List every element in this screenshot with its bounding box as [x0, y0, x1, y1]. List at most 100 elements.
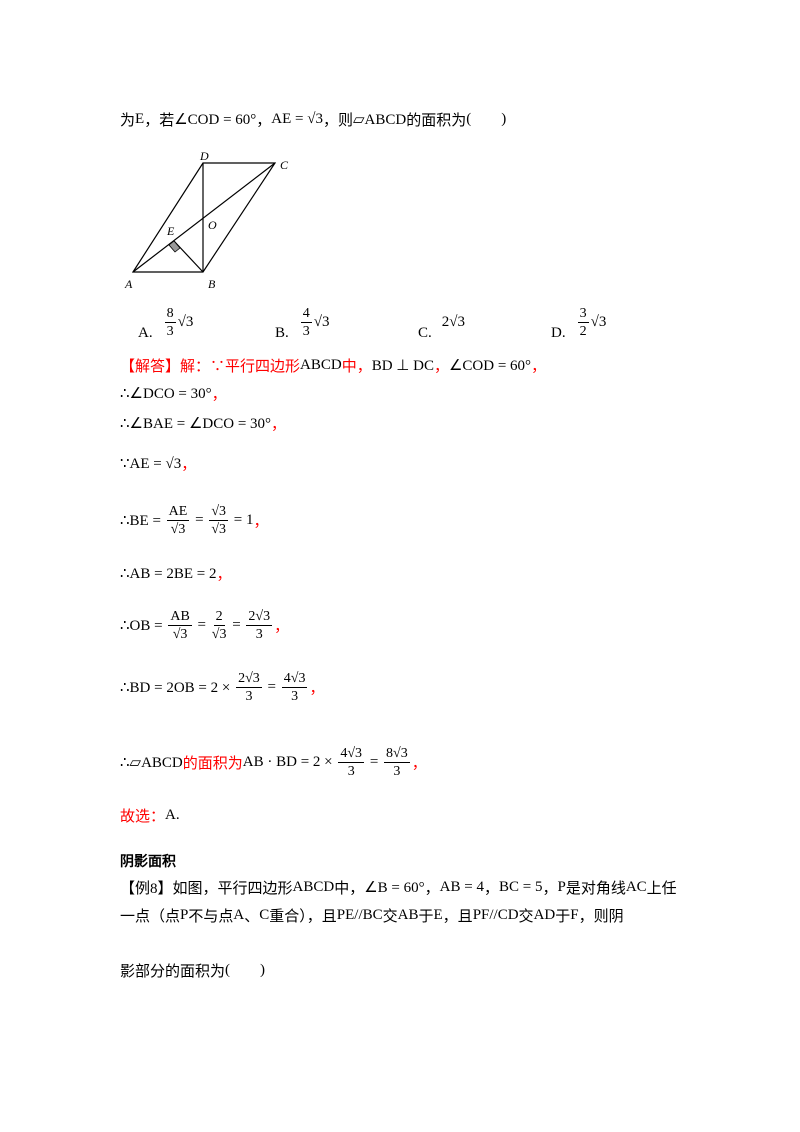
text-segment: 一点（点 [120, 908, 181, 925]
text-segment: 的面积为 [182, 755, 243, 772]
text-segment: 为 [120, 112, 136, 129]
fraction: 2 √3 [212, 608, 227, 643]
section-heading: 阴影面积 [120, 854, 176, 870]
text-segment: = [366, 753, 383, 770]
option-value: 8 3 √3 [163, 305, 194, 340]
text-segment: ABCD [300, 356, 342, 373]
text-segment: ， [542, 880, 558, 897]
fraction: 4√3 3 [281, 670, 308, 705]
text-segment: PE//BC [336, 906, 383, 923]
text-segment: BD ⊥ DC [371, 357, 434, 374]
diagonal-ac [132, 162, 276, 273]
text-segment: √3 [313, 313, 330, 330]
text-segment: ∴∠DCO = 30° [120, 385, 212, 402]
numerator: 2√3 [236, 670, 262, 688]
text-segment: ，且 [442, 908, 473, 925]
text-segment: ∴AB = 2BE = 2 [120, 565, 217, 582]
text-segment: AE = √3 [271, 110, 323, 127]
denominator: 3 [291, 688, 299, 704]
text-segment: ， [433, 358, 449, 375]
denominator: 2 [579, 323, 587, 339]
text-segment: ， [211, 386, 227, 403]
text-segment: ， [309, 680, 325, 697]
solution-line: ∵AE = √3， [120, 448, 196, 478]
text-segment: ∠COD = 60° [174, 111, 257, 128]
denominator: √3 [211, 521, 226, 537]
option: A. 8 3 √3 [138, 302, 193, 342]
numerator: 8√3 [384, 745, 410, 763]
text-segment: ∠COD = 60° [448, 357, 532, 374]
denominator: √3 [170, 521, 186, 537]
text-segment: ， [253, 513, 269, 530]
text-segment: F [570, 906, 579, 923]
solution-line: ∴AB = 2BE = 2， [120, 558, 231, 588]
text-segment: = [191, 511, 208, 528]
solution-line: ∴OB = AB √3 = 2 √3 = 2√3 3， [120, 608, 289, 643]
option-value: 4 3 √3 [299, 305, 330, 340]
text-segment: ∴▱ABCD [120, 754, 183, 771]
right-angle-mark [168, 240, 181, 253]
example-line: 一点（点 P 不与点 A、 C 重合），且 PE//BC 交 AB 于 E ，且 PF//CD 交 AD 于 F… [120, 900, 624, 930]
text-segment: ( ) [225, 961, 266, 978]
numerator: AE [166, 503, 190, 521]
text-segment: ∴BD = 2OB = 2 × [120, 679, 235, 696]
text-segment: 故选： [120, 808, 166, 825]
numerator: 8 [164, 305, 176, 323]
text-segment: ， [271, 416, 287, 433]
label-o: O [208, 218, 217, 232]
denominator: √3 [172, 626, 188, 642]
text-segment: √3 [177, 313, 194, 330]
text-segment: 【解答】解：∵平行四边形 [120, 358, 301, 375]
denominator: 3 [255, 626, 263, 642]
example-line: 影部分的面积为( ) [120, 955, 265, 985]
text-segment: = [228, 616, 245, 633]
solution-line: 【解答】解：∵平行四边形 ABCD 中， BD ⊥ DC， ∠COD = 60°， [120, 350, 546, 380]
solution-line: ∴BD = 2OB = 2 × 2√3 3 = 4√3 3， [120, 670, 325, 705]
text-segment: AD [533, 906, 556, 923]
text-segment: = 1 [230, 511, 254, 528]
text-segment: A [233, 906, 245, 923]
text-segment: √3 [590, 313, 607, 330]
text-segment: PF//CD [472, 906, 519, 923]
fraction: 2√3 3 [236, 670, 262, 705]
option-letter: C. [418, 325, 432, 341]
text-segment: ∴OB = [120, 617, 167, 634]
text-segment: P [557, 878, 566, 895]
text-segment: ∴∠BAE = ∠DCO = 30° [120, 415, 272, 432]
numerator: 2√3 [246, 608, 273, 626]
numerator: 4 [300, 305, 312, 323]
label-e: E [166, 224, 175, 238]
text-segment: ▱ABCD [353, 111, 407, 128]
text-segment: 2√3 [441, 313, 465, 330]
solution-line: 故选： A. [120, 800, 180, 830]
text-segment: A [165, 806, 176, 823]
text-segment: = [193, 616, 210, 633]
text-segment: ，则 [322, 112, 353, 129]
solution-line: ∴∠DCO = 30°， [120, 378, 227, 408]
text-segment: 的面积为 [406, 112, 467, 129]
text-segment: E [135, 110, 145, 127]
text-segment: ABCD [292, 878, 335, 895]
text-segment: 不与点 [188, 908, 234, 925]
text-segment: AB [397, 906, 419, 923]
numerator: 2 [213, 608, 225, 626]
example-line: 【例8】如图，平行四边形 ABCD 中， ∠B = 60°， AB = 4， BC = 5… [120, 872, 677, 902]
option-letter: D. [551, 325, 566, 341]
numerator: 4√3 [281, 670, 308, 688]
numerator: 3 [577, 305, 589, 323]
fraction: 4√3 3 [338, 745, 365, 780]
text-segment: ， [181, 456, 197, 473]
fraction: √3 √3 [209, 503, 228, 538]
text-segment: ， [256, 112, 272, 129]
denominator: 3 [166, 323, 174, 339]
text-segment: 交 [382, 908, 398, 925]
text-segment: AB = 4 [439, 878, 484, 895]
label-b: B [208, 277, 216, 291]
text-segment: 中， [334, 880, 365, 897]
text-segment: = [263, 678, 280, 695]
solution-line: ∴BE = AE √3 = √3 √3 = 1， [120, 503, 269, 538]
fraction: 2√3 3 [246, 608, 273, 643]
text-segment: 中， [341, 358, 372, 375]
